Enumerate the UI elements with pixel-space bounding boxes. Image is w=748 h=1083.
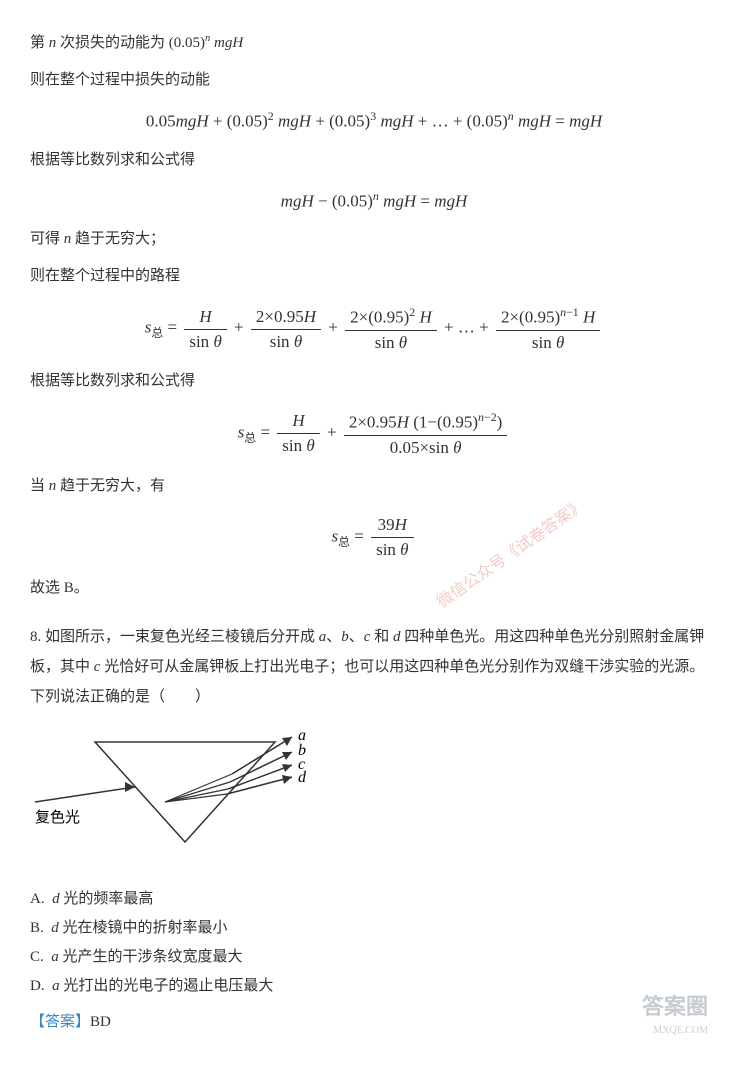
formula-path-sum: s总 = Hsin θ + 2×0.95Hsin θ + 2×(0.95)2 H… (30, 305, 718, 353)
options-list: A. d 光的频率最高 B. d 光在棱镜中的折射率最小 C. a 光产生的干涉… (30, 887, 718, 995)
line-nth-loss: 第 n 次损失的动能为 (0.05)n mgH (30, 30, 718, 57)
line-n-infinity-2: 当 n 趋于无穷大，有 (30, 473, 718, 500)
line-path-intro: 则在整个过程中的路程 (30, 263, 718, 290)
text: 第 n 次损失的动能为 (0.05)n mgH (30, 35, 243, 51)
formula-geo-result-1: mgH − (0.05)n mgH = mgH (30, 189, 718, 212)
option-a: A. d 光的频率最高 (30, 887, 718, 908)
question-text: 如图所示，一束复色光经三棱镜后分开成 a、b、c 和 d 四种单色光。用这四种单… (30, 629, 704, 705)
option-c: C. a 光产生的干涉条纹宽度最大 (30, 945, 718, 966)
line-n-infinity: 可得 n 趋于无穷大； (30, 226, 718, 253)
answer-value: BD (90, 1014, 111, 1030)
answer-label: 【答案】 (30, 1014, 90, 1030)
option-b: B. d 光在棱镜中的折射率最小 (30, 916, 718, 937)
option-d: D. a 光打出的光电子的遏止电压最大 (30, 974, 718, 995)
line-geometric-1: 根据等比数列求和公式得 (30, 147, 718, 174)
formula-geo-result-2: s总 = Hsin θ + 2×0.95H (1−(0.95)n−2)0.05×… (30, 410, 718, 458)
question-8: 8. 如图所示，一束复色光经三棱镜后分开成 a、b、c 和 d 四种单色光。用这… (30, 622, 718, 712)
prism-diagram: a b c d 复色光 (30, 727, 718, 872)
incident-light-label: 复色光 (35, 808, 80, 826)
line-answer-b: 故选 B。 (30, 575, 718, 602)
formula-final: s总 = 39Hsin θ (30, 515, 718, 560)
formula-sum-losses: 0.05mgH + (0.05)2 mgH + (0.05)3 mgH + … … (30, 109, 718, 132)
answer-line: 【答案】BD (30, 1010, 718, 1031)
question-number: 8. (30, 629, 41, 645)
line-geometric-2: 根据等比数列求和公式得 (30, 368, 718, 395)
ray-label-d: d (298, 769, 307, 786)
line-total-loss-intro: 则在整个过程中损失的动能 (30, 67, 718, 94)
